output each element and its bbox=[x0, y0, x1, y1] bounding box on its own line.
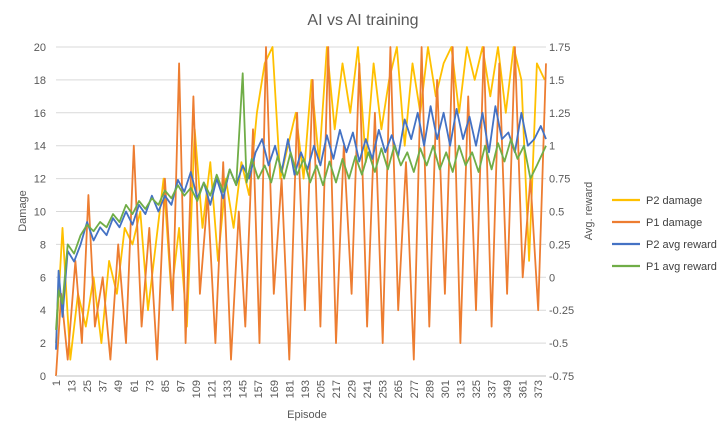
x-tick-label: 85 bbox=[160, 380, 172, 392]
y2-tick-label: 1 bbox=[549, 141, 555, 153]
x-tick-label: 37 bbox=[98, 380, 110, 392]
y-tick-label: 20 bbox=[34, 42, 46, 54]
y2-tick-label: -0.5 bbox=[549, 338, 568, 350]
y2-tick-label: 0 bbox=[549, 272, 555, 284]
x-tick-label: 241 bbox=[362, 380, 374, 398]
chart-title: AI vs AI training bbox=[307, 12, 418, 29]
series-lines bbox=[55, 46, 547, 377]
series-line-p1-avg-reward bbox=[55, 72, 547, 330]
x-tick-label: 133 bbox=[222, 380, 234, 398]
x-tick-label: 13 bbox=[67, 380, 79, 392]
x-tick-label: 349 bbox=[502, 380, 514, 398]
y-tick-label: 0 bbox=[40, 371, 46, 383]
x-tick-label: 325 bbox=[471, 380, 483, 398]
series-line-p2-damage bbox=[55, 46, 546, 361]
axes: 0 2 4 6 8 10 12 14 16 18 20 -0.75 -0.5 -0.25 0 0.25 0.5 0… bbox=[34, 42, 574, 398]
x-tick-label: 73 bbox=[144, 380, 156, 392]
y2-tick-label: 0.5 bbox=[549, 207, 564, 219]
x-tick-label: 193 bbox=[300, 380, 312, 398]
x-tick-label: 109 bbox=[191, 380, 203, 398]
x-tick-label: 277 bbox=[409, 380, 421, 398]
x-tick-label: 301 bbox=[440, 380, 452, 398]
y-tick-label: 12 bbox=[34, 174, 46, 186]
y2-tick-label: 0.75 bbox=[549, 174, 570, 186]
x-tick-label: 157 bbox=[253, 380, 265, 398]
x-tick-label: 361 bbox=[518, 380, 530, 398]
y2-tick-label: 1.5 bbox=[549, 75, 564, 87]
y-tick-label: 2 bbox=[40, 338, 46, 350]
y-tick-label: 6 bbox=[40, 272, 46, 284]
series-line-p2-avg-reward bbox=[55, 105, 547, 350]
x-tick-label: 337 bbox=[487, 380, 499, 398]
y2-tick-label: 1.25 bbox=[549, 108, 570, 120]
y-axis-title: Damage bbox=[17, 190, 29, 232]
y2-tick-label: -0.75 bbox=[549, 371, 574, 383]
series-line-p1-damage bbox=[55, 46, 547, 377]
x-tick-label: 49 bbox=[113, 380, 125, 392]
x-tick-label: 181 bbox=[284, 380, 296, 398]
x-tick-label: 265 bbox=[393, 380, 405, 398]
y2-axis-title: Avg. reward bbox=[583, 182, 595, 241]
x-tick-label: 205 bbox=[315, 380, 327, 398]
x-tick-label: 217 bbox=[331, 380, 343, 398]
x-tick-label: 229 bbox=[347, 380, 359, 398]
legend-label-p2-avg-reward: P2 avg reward bbox=[646, 239, 717, 251]
y-tick-label: 8 bbox=[40, 239, 46, 251]
x-tick-label: 121 bbox=[207, 380, 219, 398]
x-tick-label: 61 bbox=[129, 380, 141, 392]
x-tick-label: 97 bbox=[175, 380, 187, 392]
legend-label-p2-damage: P2 damage bbox=[646, 195, 702, 207]
y2-tick-label: 0.25 bbox=[549, 239, 570, 251]
x-tick-label: 289 bbox=[424, 380, 436, 398]
y-tick-label: 4 bbox=[40, 305, 46, 317]
x-tick-label: 169 bbox=[269, 380, 281, 398]
legend: P2 damage P1 damage P2 avg reward P1 avg re… bbox=[612, 195, 717, 273]
x-tick-label: 373 bbox=[533, 380, 545, 398]
y-tick-label: 16 bbox=[34, 108, 46, 120]
y-tick-label: 10 bbox=[34, 207, 46, 219]
x-axis-title: Episode bbox=[287, 409, 327, 421]
y2-tick-label: 1.75 bbox=[549, 42, 570, 54]
x-tick-label: 25 bbox=[82, 380, 94, 392]
legend-label-p1-avg-reward: P1 avg reward bbox=[646, 261, 717, 273]
x-tick-label: 253 bbox=[378, 380, 390, 398]
y-tick-label: 14 bbox=[34, 141, 46, 153]
x-tick-label: 145 bbox=[238, 380, 250, 398]
y2-tick-label: -0.25 bbox=[549, 305, 574, 317]
y-tick-label: 18 bbox=[34, 75, 46, 87]
x-tick-label: 1 bbox=[51, 380, 63, 386]
legend-label-p1-damage: P1 damage bbox=[646, 217, 702, 229]
x-tick-label: 313 bbox=[455, 380, 467, 398]
